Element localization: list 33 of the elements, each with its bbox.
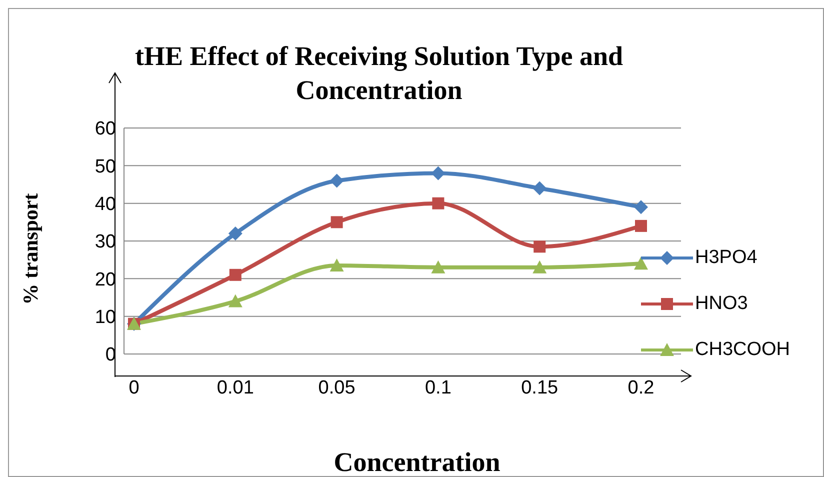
- legend-label: CH3COOH: [695, 339, 790, 361]
- point: [228, 226, 242, 240]
- y-tick-label: 60: [94, 118, 116, 140]
- point: [635, 220, 647, 232]
- x-tick-label: 0.1: [424, 377, 452, 398]
- point: [634, 256, 648, 270]
- point: [431, 260, 446, 274]
- point: [534, 240, 546, 253]
- x-tick-label: 0.2: [628, 377, 654, 398]
- x-axis-title: Concentration: [332, 447, 502, 477]
- point: [330, 216, 343, 228]
- y-tick-label: 30: [94, 232, 116, 253]
- point: [432, 197, 444, 210]
- point: [330, 258, 344, 272]
- y-tick-label: 40: [94, 194, 116, 216]
- chart-title: tHE Effect of Receiving Solution Type and Concentration: [134, 40, 624, 107]
- point: [229, 268, 242, 281]
- x-tick-label: 0.05: [318, 377, 356, 398]
- point: [532, 181, 547, 196]
- point: [431, 166, 446, 180]
- y-axis-title: % transport: [18, 193, 44, 305]
- legend-label: HNO3: [695, 293, 748, 315]
- x-tick-label: 0.15: [521, 377, 558, 398]
- point: [634, 200, 648, 214]
- x-tick-label: 0: [128, 377, 140, 398]
- y-tick-label: 50: [94, 156, 116, 178]
- point: [532, 260, 547, 274]
- point: [330, 174, 344, 188]
- y-tick-label: 10: [94, 307, 116, 328]
- point: [228, 294, 242, 308]
- y-tick-label: 20: [94, 269, 116, 290]
- x-tick-label: 0.01: [216, 377, 254, 398]
- legend-label: H3PO4: [695, 247, 758, 269]
